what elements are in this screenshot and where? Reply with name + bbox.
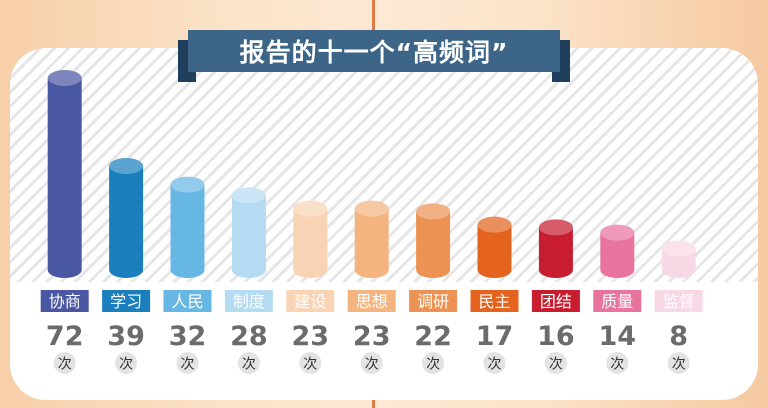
bar-top <box>231 187 266 204</box>
bar-top <box>538 219 573 236</box>
category-label: 建设 <box>294 292 326 311</box>
unit-badge <box>483 352 506 374</box>
bar-2 <box>109 158 144 278</box>
category-label-bg <box>654 290 703 312</box>
unit-label: 次 <box>426 357 440 373</box>
unit-badge <box>299 352 322 374</box>
bar-top <box>416 203 451 220</box>
bar-8 <box>477 216 512 278</box>
category-label: 思想 <box>356 292 388 311</box>
category-label: 团结 <box>540 292 572 311</box>
bar-top <box>109 158 144 174</box>
center-divider-top <box>372 0 375 48</box>
bar-value: 32 <box>169 321 207 352</box>
bar-body <box>600 232 635 278</box>
bar-top <box>293 200 328 217</box>
bar-body <box>538 227 573 278</box>
unit-badge <box>360 352 383 374</box>
category-label: 民主 <box>478 292 510 311</box>
category-label-bg <box>470 290 519 312</box>
bar-3 <box>170 176 205 278</box>
bar-9 <box>538 219 573 278</box>
bar-top <box>477 216 512 233</box>
bar-value: 17 <box>476 321 514 352</box>
bar-value: 22 <box>414 321 452 352</box>
bar-body <box>170 184 205 278</box>
bar-value: 8 <box>669 321 688 352</box>
bar-body <box>354 208 389 278</box>
bar-1 <box>47 70 82 278</box>
unit-label: 次 <box>672 357 686 373</box>
bar-value: 72 <box>46 321 84 352</box>
center-divider-bottom <box>372 396 375 408</box>
unit-label: 次 <box>242 357 256 373</box>
bar-value: 23 <box>292 321 330 352</box>
chart-title: 报告的十一个“高频词” <box>188 30 560 72</box>
bar-value: 39 <box>107 321 145 352</box>
bar-5 <box>293 200 328 278</box>
unit-badge <box>237 352 260 374</box>
unit-label: 次 <box>610 357 624 373</box>
unit-label: 次 <box>303 357 317 373</box>
bar-body <box>293 208 328 278</box>
category-label-bg <box>347 290 396 312</box>
bar-body <box>477 224 512 278</box>
unit-badge <box>176 352 199 374</box>
bar-top <box>600 224 635 241</box>
category-label-bg <box>409 290 458 312</box>
title-banner: 报告的十一个“高频词” <box>178 30 570 82</box>
category-label-bg <box>531 290 580 312</box>
unit-badge <box>544 352 567 374</box>
unit-label: 次 <box>119 357 133 373</box>
bar-top <box>47 70 82 86</box>
bar-top <box>354 200 389 217</box>
bar-top <box>170 176 205 193</box>
bar-body <box>661 248 696 278</box>
unit-badge <box>667 352 690 374</box>
unit-label: 次 <box>549 357 563 373</box>
bar-body <box>47 78 82 278</box>
category-label: 学习 <box>110 292 142 311</box>
bar-value: 16 <box>537 321 575 352</box>
unit-label: 次 <box>365 357 379 373</box>
bar-top <box>661 240 696 257</box>
unit-badge <box>115 352 138 374</box>
category-label-bg <box>102 290 151 312</box>
bar-body <box>109 166 144 278</box>
bar-body <box>231 195 266 278</box>
unit-label: 次 <box>58 357 72 373</box>
category-label: 质量 <box>601 292 633 311</box>
category-label-bg <box>40 290 89 312</box>
bar-7 <box>416 203 451 278</box>
bar-value: 28 <box>230 321 268 352</box>
unit-badge <box>53 352 76 374</box>
unit-label: 次 <box>488 357 502 373</box>
category-label: 监督 <box>663 292 695 311</box>
category-label-bg <box>286 290 335 312</box>
category-label-bg <box>163 290 212 312</box>
category-label-bg <box>224 290 273 312</box>
category-label: 人民 <box>171 292 203 311</box>
category-label-bg <box>593 290 642 312</box>
bar-6 <box>354 200 389 278</box>
unit-badge <box>422 352 445 374</box>
category-label: 制度 <box>233 292 265 311</box>
bar-11 <box>661 240 696 278</box>
bar-value: 23 <box>353 321 391 352</box>
category-label: 调研 <box>417 292 449 311</box>
bar-value: 14 <box>599 321 637 352</box>
bar-4 <box>231 187 266 278</box>
unit-badge <box>606 352 629 374</box>
bar-body <box>416 211 451 278</box>
bar-10 <box>600 224 635 278</box>
category-label: 协商 <box>49 292 81 311</box>
unit-label: 次 <box>181 357 195 373</box>
